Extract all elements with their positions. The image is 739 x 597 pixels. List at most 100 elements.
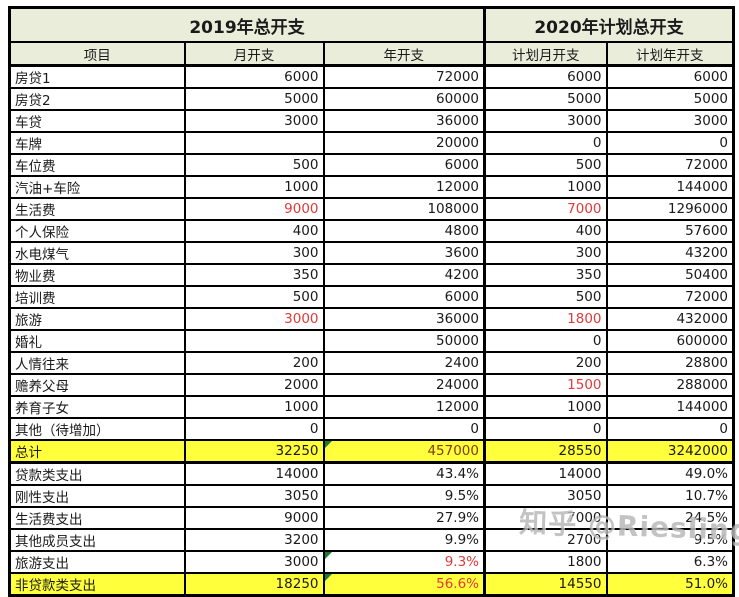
value-cell[interactable]: 2400 bbox=[322, 351, 486, 375]
value-cell[interactable]: 1000 bbox=[483, 395, 608, 419]
value-cell[interactable]: 14000 bbox=[183, 461, 325, 486]
value-cell[interactable]: 500 bbox=[183, 285, 325, 309]
value-cell[interactable]: 4800 bbox=[322, 219, 486, 243]
value-cell[interactable]: 36000 bbox=[322, 307, 486, 331]
value-cell[interactable]: 200 bbox=[483, 351, 608, 375]
value-cell[interactable]: 3000 bbox=[183, 307, 325, 331]
column-header[interactable]: 项目 bbox=[8, 41, 186, 67]
value-cell[interactable]: 1000 bbox=[183, 395, 325, 419]
value-cell[interactable]: 0 bbox=[483, 131, 608, 155]
item-label-cell[interactable]: 车牌 bbox=[8, 131, 186, 155]
item-label-cell[interactable]: 赡养父母 bbox=[8, 373, 186, 397]
column-header[interactable]: 月开支 bbox=[183, 41, 325, 67]
column-header[interactable]: 计划月开支 bbox=[483, 41, 608, 67]
value-cell[interactable]: 3242000 bbox=[605, 439, 735, 464]
value-cell[interactable]: 2000 bbox=[183, 373, 325, 397]
value-cell[interactable]: 432000 bbox=[605, 307, 735, 331]
value-cell[interactable]: 9.5% bbox=[605, 528, 735, 552]
value-cell[interactable]: 3000 bbox=[183, 550, 325, 574]
value-cell[interactable]: 6000 bbox=[183, 64, 325, 89]
value-cell[interactable]: 500 bbox=[483, 285, 608, 309]
value-cell[interactable]: 108000 bbox=[322, 197, 486, 221]
value-cell[interactable] bbox=[183, 329, 325, 353]
value-cell[interactable]: 72000 bbox=[605, 285, 735, 309]
item-label-cell[interactable]: 个人保险 bbox=[8, 219, 186, 243]
value-cell[interactable]: 400 bbox=[183, 219, 325, 243]
value-cell[interactable]: 6.3% bbox=[605, 550, 735, 574]
value-cell[interactable]: 3000 bbox=[605, 109, 735, 133]
value-cell[interactable]: 14550 bbox=[483, 572, 608, 597]
value-cell[interactable]: 56.6% bbox=[322, 572, 486, 597]
value-cell[interactable]: 0 bbox=[605, 131, 735, 155]
value-cell[interactable]: 50000 bbox=[322, 329, 486, 353]
value-cell[interactable]: 0 bbox=[183, 417, 325, 441]
value-cell[interactable]: 24.5% bbox=[605, 506, 735, 530]
value-cell[interactable]: 12000 bbox=[322, 175, 486, 199]
value-cell[interactable]: 1000 bbox=[483, 175, 608, 199]
item-label-cell[interactable]: 婚礼 bbox=[8, 329, 186, 353]
value-cell[interactable]: 1500 bbox=[483, 373, 608, 397]
item-label-cell[interactable]: 车贷 bbox=[8, 109, 186, 133]
value-cell[interactable]: 2700 bbox=[483, 528, 608, 552]
value-cell[interactable]: 10.7% bbox=[605, 484, 735, 508]
value-cell[interactable]: 9.9% bbox=[322, 528, 486, 552]
value-cell[interactable]: 9.3% bbox=[322, 550, 486, 574]
item-label-cell[interactable]: 生活费支出 bbox=[8, 506, 186, 530]
value-cell[interactable]: 5000 bbox=[183, 87, 325, 111]
value-cell[interactable]: 0 bbox=[483, 417, 608, 441]
value-cell[interactable]: 144000 bbox=[605, 395, 735, 419]
value-cell[interactable]: 14000 bbox=[483, 461, 608, 486]
value-cell[interactable]: 288000 bbox=[605, 373, 735, 397]
value-cell[interactable]: 1800 bbox=[483, 307, 608, 331]
value-cell[interactable]: 1296000 bbox=[605, 197, 735, 221]
value-cell[interactable]: 3000 bbox=[483, 109, 608, 133]
value-cell[interactable]: 9000 bbox=[183, 506, 325, 530]
value-cell[interactable]: 3000 bbox=[183, 109, 325, 133]
value-cell[interactable]: 5000 bbox=[483, 87, 608, 111]
value-cell[interactable]: 4200 bbox=[322, 263, 486, 287]
value-cell[interactable]: 300 bbox=[183, 241, 325, 265]
value-cell[interactable]: 28550 bbox=[483, 439, 608, 464]
item-label-cell[interactable]: 总计 bbox=[8, 439, 186, 464]
value-cell[interactable]: 3050 bbox=[183, 484, 325, 508]
value-cell[interactable]: 57600 bbox=[605, 219, 735, 243]
item-label-cell[interactable]: 房贷2 bbox=[8, 87, 186, 111]
value-cell[interactable]: 60000 bbox=[322, 87, 486, 111]
item-label-cell[interactable]: 水电煤气 bbox=[8, 241, 186, 265]
item-label-cell[interactable]: 其他（待增加） bbox=[8, 417, 186, 441]
item-label-cell[interactable]: 其他成员支出 bbox=[8, 528, 186, 552]
value-cell[interactable]: 3600 bbox=[322, 241, 486, 265]
value-cell[interactable]: 500 bbox=[483, 153, 608, 177]
value-cell[interactable]: 6000 bbox=[322, 153, 486, 177]
value-cell[interactable]: 500 bbox=[183, 153, 325, 177]
value-cell[interactable]: 32250 bbox=[183, 439, 325, 464]
value-cell[interactable]: 457000 bbox=[322, 439, 486, 464]
section-header[interactable]: 2019年总开支 bbox=[8, 6, 486, 43]
value-cell[interactable]: 24000 bbox=[322, 373, 486, 397]
item-label-cell[interactable]: 旅游支出 bbox=[8, 550, 186, 574]
item-label-cell[interactable]: 人情往来 bbox=[8, 351, 186, 375]
value-cell[interactable]: 200 bbox=[183, 351, 325, 375]
value-cell[interactable]: 9.5% bbox=[322, 484, 486, 508]
value-cell[interactable]: 300 bbox=[483, 241, 608, 265]
value-cell[interactable]: 1800 bbox=[483, 550, 608, 574]
value-cell[interactable]: 400 bbox=[483, 219, 608, 243]
value-cell[interactable]: 350 bbox=[183, 263, 325, 287]
value-cell[interactable]: 12000 bbox=[322, 395, 486, 419]
value-cell[interactable]: 72000 bbox=[605, 153, 735, 177]
value-cell[interactable]: 51.0% bbox=[605, 572, 735, 597]
column-header[interactable]: 年开支 bbox=[322, 41, 486, 67]
value-cell[interactable]: 7000 bbox=[483, 506, 608, 530]
item-label-cell[interactable]: 非贷款类支出 bbox=[8, 572, 186, 597]
section-header[interactable]: 2020年计划总开支 bbox=[482, 6, 735, 43]
value-cell[interactable]: 6000 bbox=[322, 285, 486, 309]
value-cell[interactable]: 7000 bbox=[483, 197, 608, 221]
value-cell[interactable]: 20000 bbox=[322, 131, 486, 155]
value-cell[interactable]: 350 bbox=[483, 263, 608, 287]
value-cell[interactable] bbox=[183, 131, 325, 155]
value-cell[interactable]: 6000 bbox=[605, 64, 735, 89]
value-cell[interactable]: 18250 bbox=[183, 572, 325, 597]
item-label-cell[interactable]: 刚性支出 bbox=[8, 484, 186, 508]
value-cell[interactable]: 0 bbox=[483, 329, 608, 353]
item-label-cell[interactable]: 生活费 bbox=[8, 197, 186, 221]
